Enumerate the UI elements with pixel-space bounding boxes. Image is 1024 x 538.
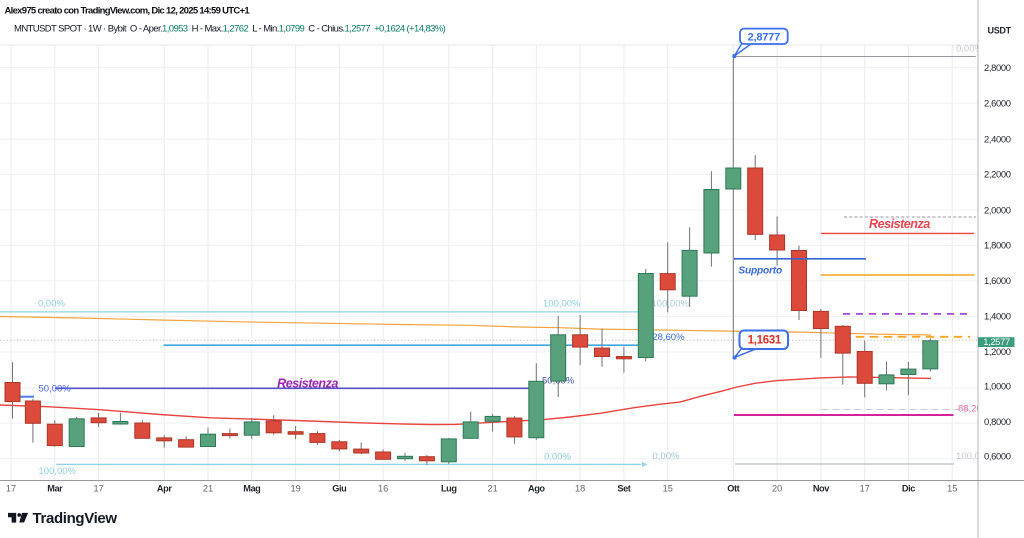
svg-text:15: 15	[947, 484, 957, 494]
svg-text:21: 21	[487, 484, 497, 494]
svg-text:2,4000: 2,4000	[984, 133, 1011, 144]
svg-text:50,00%: 50,00%	[39, 384, 72, 395]
svg-text:Set: Set	[617, 484, 630, 494]
svg-text:19: 19	[290, 484, 300, 494]
svg-text:21: 21	[203, 484, 213, 494]
svg-text:17: 17	[93, 484, 103, 494]
svg-text:Resistenza: Resistenza	[869, 217, 930, 231]
svg-text:Resistenza: Resistenza	[277, 376, 338, 390]
svg-text:100,00%: 100,00%	[543, 299, 581, 310]
svg-text:Alex975 creato con TradingView: Alex975 creato con TradingView.com, Dic …	[5, 6, 251, 17]
svg-text:2,8000: 2,8000	[984, 62, 1011, 73]
svg-text:28,60%: 28,60%	[652, 332, 685, 343]
svg-text:1,1631: 1,1631	[748, 335, 782, 347]
svg-text:2,6000: 2,6000	[984, 98, 1011, 109]
svg-text:MNTUSDT SPOT · 1W · Bybit O -: MNTUSDT SPOT · 1W · Bybit O - Aper.1,095…	[14, 23, 446, 34]
svg-text:Ott: Ott	[727, 484, 739, 494]
svg-text:0,00%: 0,00%	[653, 451, 680, 462]
svg-text:2,2000: 2,2000	[984, 169, 1011, 180]
svg-text:17: 17	[6, 484, 16, 494]
svg-text:1,2000: 1,2000	[984, 346, 1011, 357]
svg-text:15: 15	[663, 484, 673, 494]
svg-text:100,00%: 100,00%	[956, 451, 994, 462]
svg-text:88,20%: 88,20%	[958, 403, 991, 414]
svg-text:0,00%: 0,00%	[956, 44, 983, 55]
svg-text:TradingView: TradingView	[33, 510, 118, 527]
svg-text:100,00%: 100,00%	[39, 466, 77, 477]
svg-text:Apr: Apr	[157, 484, 172, 494]
svg-text:0,8000: 0,8000	[984, 416, 1011, 427]
svg-text:16: 16	[378, 484, 388, 494]
svg-text:2,8777: 2,8777	[748, 32, 781, 44]
svg-text:1,4000: 1,4000	[984, 311, 1011, 322]
svg-text:0,6000: 0,6000	[984, 450, 1011, 461]
svg-text:Dic: Dic	[902, 484, 915, 494]
svg-text:1,2577: 1,2577	[983, 336, 1010, 347]
svg-text:18: 18	[575, 484, 585, 494]
svg-text:Lug: Lug	[441, 484, 457, 494]
svg-text:1,6000: 1,6000	[984, 275, 1011, 286]
svg-text:1,0000: 1,0000	[984, 381, 1011, 392]
svg-text:USDT: USDT	[988, 26, 1012, 36]
svg-text:0,00%: 0,00%	[38, 299, 65, 310]
svg-text:17: 17	[860, 484, 870, 494]
svg-text:Mar: Mar	[47, 484, 63, 494]
svg-text:Giu: Giu	[332, 484, 346, 494]
svg-text:Ago: Ago	[528, 484, 545, 494]
svg-text:20: 20	[772, 484, 782, 494]
svg-text:1,8000: 1,8000	[984, 240, 1011, 251]
svg-text:Nov: Nov	[813, 484, 830, 494]
svg-text:100,00%: 100,00%	[652, 299, 690, 310]
svg-text:Supporto: Supporto	[738, 265, 782, 276]
svg-text:Mag: Mag	[243, 484, 260, 494]
svg-text:2,0000: 2,0000	[984, 204, 1011, 215]
svg-text:0,00%: 0,00%	[544, 452, 571, 463]
